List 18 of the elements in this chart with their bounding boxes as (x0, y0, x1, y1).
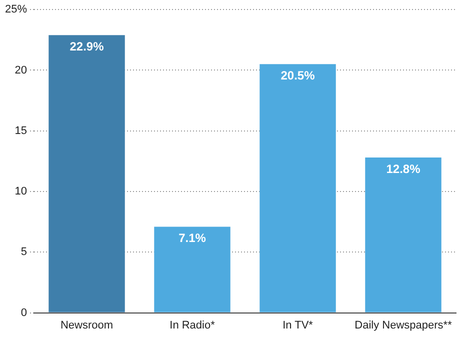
y-tick-label: 0 (20, 306, 28, 319)
data-label: 7.1% (178, 231, 206, 246)
data-label: 12.8% (386, 162, 421, 176)
y-tick-label: 15 (14, 124, 28, 137)
bar (365, 158, 442, 312)
y-tick-label: 25% (4, 4, 28, 16)
data-label: 20.5% (280, 68, 316, 82)
bar (260, 64, 336, 312)
x-tick-label: In TV* (282, 319, 314, 332)
bar (154, 226, 230, 312)
x-tick-label: Daily Newspapers** (354, 319, 453, 332)
x-tick-label: In Radio* (170, 319, 216, 332)
y-tick-label: 10 (14, 186, 28, 198)
bar (48, 35, 125, 312)
y-tick-label: 20 (14, 64, 28, 76)
y-tick-label: 5 (20, 246, 28, 258)
x-tick-label: Newsroom (60, 319, 114, 332)
data-label: 22.9% (70, 39, 104, 54)
